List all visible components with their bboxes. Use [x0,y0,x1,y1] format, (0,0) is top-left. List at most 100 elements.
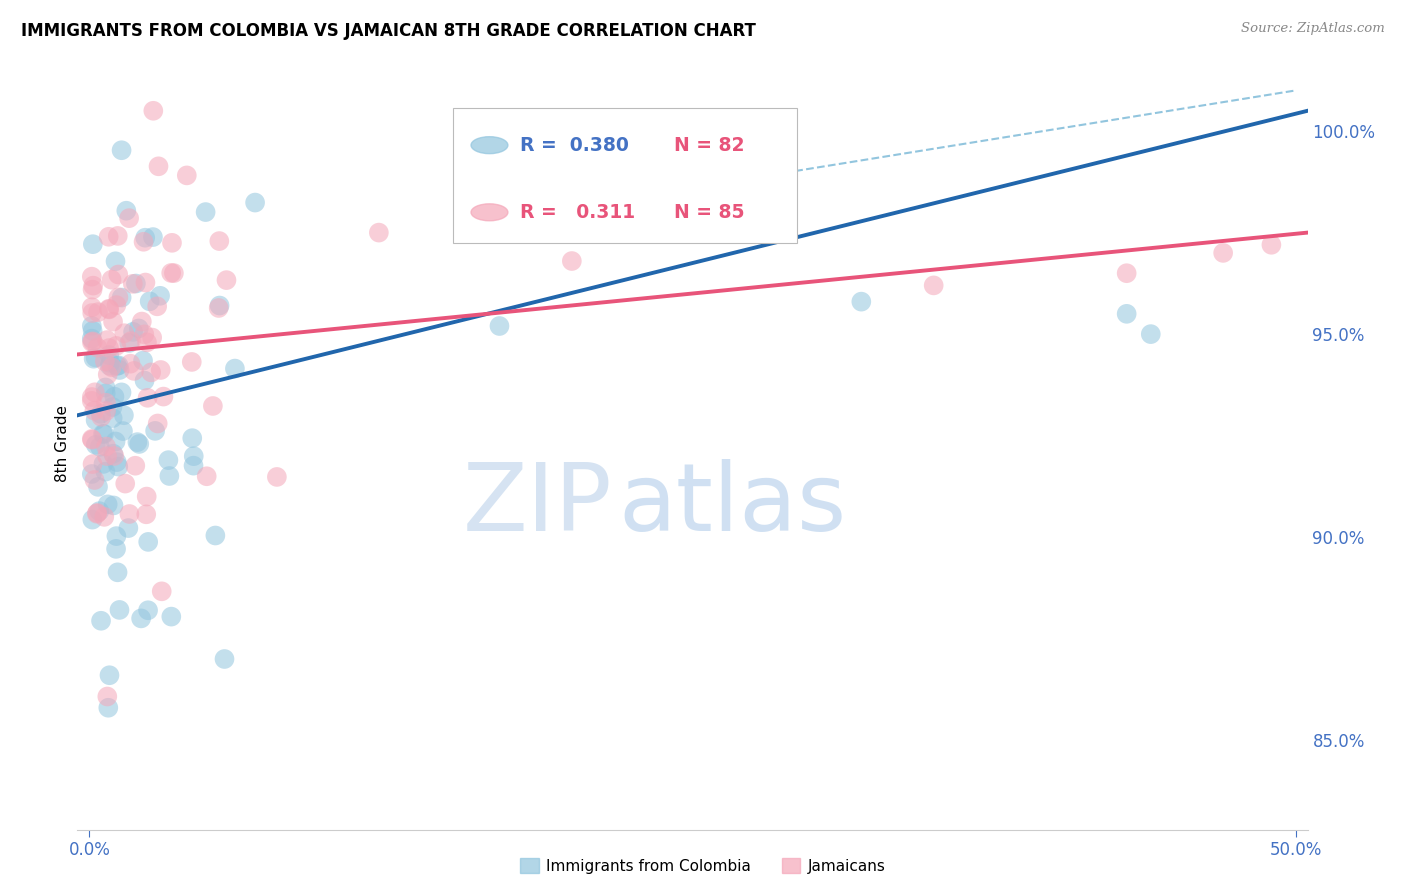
Point [105,529,128,543]
Point [94,465,117,479]
Point [82,237,104,252]
Point [128,437,150,451]
Point [135,508,157,522]
Point [138,294,160,309]
Point [103,390,125,404]
Point [194,205,217,219]
Point [94,404,117,418]
Point [160,609,183,624]
Point [195,469,218,483]
Text: N = 85: N = 85 [673,202,745,222]
Point [125,277,148,291]
Text: R =  0.380: R = 0.380 [520,136,628,154]
Point [157,453,180,467]
Point [215,273,238,287]
Ellipse shape [471,203,508,221]
Point [243,195,266,210]
Point [129,611,152,625]
Point [136,335,159,350]
Point [132,235,155,249]
Point [183,449,205,463]
Point [128,321,150,335]
Point [107,459,129,474]
Point [101,315,124,329]
Point [86,341,108,355]
Point [82,278,104,293]
Point [83,403,105,417]
Point [561,254,583,268]
Point [105,455,128,469]
Point [224,361,246,376]
Point [1115,307,1137,321]
Point [208,301,231,315]
Point [266,470,288,484]
Point [83,473,105,487]
Point [107,268,129,282]
Point [103,499,125,513]
Point [80,300,103,314]
Point [100,360,122,375]
Point [208,234,231,248]
Point [98,302,121,317]
Point [141,330,163,344]
Point [107,228,129,243]
Point [118,211,141,226]
Point [146,417,169,431]
Point [922,278,945,293]
Point [98,359,121,373]
Point [86,507,108,521]
Point [104,434,127,449]
Point [86,506,108,520]
Text: ZIP: ZIP [463,459,613,551]
Point [114,476,136,491]
Point [97,497,120,511]
Point [204,528,226,542]
Point [98,356,121,370]
Point [93,426,115,441]
Text: atlas: atlas [619,459,846,551]
Point [121,277,143,291]
Point [1260,237,1282,252]
Point [97,301,120,316]
Point [89,440,111,454]
Point [80,467,103,481]
Text: R =   0.311: R = 0.311 [520,202,636,222]
Point [101,411,124,425]
Point [214,652,236,666]
Point [105,339,128,353]
Legend: Immigrants from Colombia, Jamaicans: Immigrants from Colombia, Jamaicans [515,852,891,880]
Point [107,566,129,580]
Point [181,431,204,445]
Point [80,332,103,346]
Point [94,440,117,454]
Point [93,509,115,524]
Point [122,364,145,378]
FancyBboxPatch shape [453,108,797,244]
Point [82,306,104,320]
Point [84,413,107,427]
Point [80,269,103,284]
Point [97,368,120,382]
Point [146,299,169,313]
Text: N = 82: N = 82 [673,136,745,154]
Point [201,399,224,413]
Point [1212,246,1234,260]
Point [143,424,166,438]
Point [136,603,159,617]
Point [82,433,104,447]
Point [1115,266,1137,280]
Point [94,396,117,410]
Point [80,432,103,446]
Point [80,335,103,350]
Point [87,480,110,494]
Text: Source: ZipAtlas.com: Source: ZipAtlas.com [1241,22,1385,36]
Point [851,294,873,309]
Point [118,335,141,350]
Point [117,521,139,535]
Point [100,273,122,287]
Point [83,351,105,366]
Point [111,424,134,438]
Point [82,283,104,297]
Point [127,435,149,450]
Point [134,327,156,342]
